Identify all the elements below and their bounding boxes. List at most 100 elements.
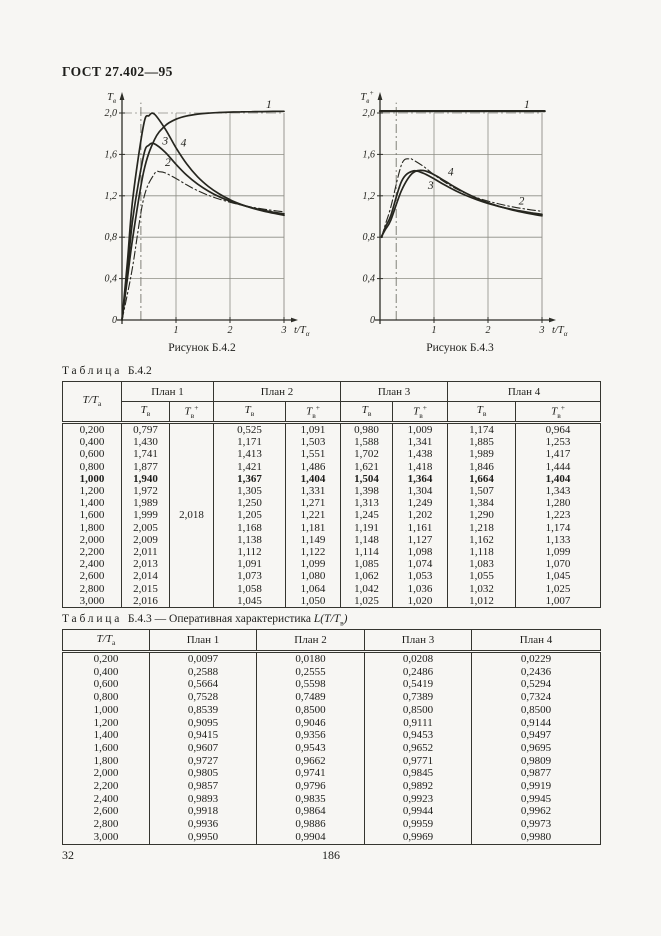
table-cell: 1,080 — [285, 570, 342, 583]
table-cell: 1,280 — [515, 497, 602, 510]
table-cell: 0,9893 — [149, 792, 257, 806]
table-cell: 1,343 — [515, 485, 602, 498]
table-b42-subcol-header: Tв+ — [392, 401, 449, 423]
table-cell: 0,7489 — [256, 691, 365, 704]
table-cell: 1,181 — [285, 521, 342, 534]
svg-text:0: 0 — [112, 315, 117, 326]
table-cell: 0,9892 — [364, 780, 472, 793]
table-cell: 0,200 — [62, 422, 122, 437]
figure-b42-caption: Рисунок Б.4.2 — [168, 342, 236, 354]
table-cell: 0,2555 — [256, 665, 365, 679]
table-cell: 1,305 — [213, 485, 287, 498]
svg-text:0,8: 0,8 — [105, 232, 118, 243]
table-cell: 1,800 — [62, 754, 150, 768]
table-cell: 0,9415 — [149, 729, 257, 742]
table-cell: 1,025 — [515, 582, 602, 595]
table-cell: 0,2436 — [471, 665, 601, 679]
table-cell: 2,800 — [62, 582, 122, 595]
svg-text:2: 2 — [486, 325, 491, 336]
table-cell: 1,404 — [285, 472, 342, 486]
table-cell: 1,621 — [340, 460, 394, 473]
table-b42-subcol-header: Tв — [447, 401, 517, 423]
table-cell: 0,9969 — [364, 830, 472, 845]
table-b43-container: T/Tа План 1 План 2 План 3 План 4 0,200 0,0097 0… — [62, 629, 601, 845]
table-row: 1,400 0,9415 0,9356 0,9453 0,9497 — [62, 729, 601, 742]
table-row: 0,600 0,5664 0,5598 0,5419 0,5294 — [62, 678, 601, 692]
table-cell: 1,007 — [515, 594, 602, 608]
figure-b42: 1 2 3 0 0,4 0,8 1,2 1,6 2,0 Tв t/Tα 1 2 3 4 Рисунок Б.… — [86, 88, 318, 354]
table-b42-subcol-header: Tв+ — [285, 401, 342, 423]
table-cell: 0,9962 — [471, 805, 601, 819]
table-b42: T/Tа План 1 План 2 План 3 План 4 Tв Tв+ Tв Tв+ Tв… — [62, 381, 602, 609]
table-cell: 1,551 — [285, 448, 342, 461]
svg-text:3: 3 — [281, 325, 287, 336]
table-cell: 0,9845 — [364, 767, 472, 781]
table-cell: 1,253 — [515, 436, 602, 449]
table-cell: 1,444 — [515, 460, 602, 473]
table-cell: 1,025 — [340, 594, 394, 608]
table-b42-merged-cell: 2,018 — [168, 422, 215, 608]
table-cell: 0,9771 — [364, 754, 472, 768]
table-cell: 0,0229 — [471, 651, 601, 666]
table-cell: 1,083 — [447, 558, 517, 571]
table-cell: 2,600 — [62, 805, 150, 819]
table-b43-caption-word: Таблица — [62, 613, 123, 625]
table-row: 1,600 1,999 1,205 1,221 1,245 1,202 1,290 1,223 — [62, 509, 602, 522]
svg-text:2: 2 — [228, 325, 233, 336]
table-row: 2,200 0,9857 0,9796 0,9892 0,9919 — [62, 780, 601, 793]
table-cell: 1,205 — [213, 509, 287, 522]
page-number-center: 186 — [322, 848, 340, 862]
table-cell: 1,989 — [121, 497, 170, 510]
table-cell: 1,098 — [392, 546, 449, 559]
table-b43-caption-number: Б.4.3 — [127, 613, 152, 625]
table-cell: 0,9886 — [256, 818, 365, 831]
table-row: 1,400 1,989 1,250 1,271 1,313 1,249 1,384 1,280 — [62, 497, 602, 510]
table-cell: 0,9607 — [149, 741, 257, 755]
table-cell: 0,9662 — [256, 754, 365, 768]
table-cell: 1,304 — [392, 485, 449, 498]
table-cell: 1,313 — [340, 497, 394, 510]
svg-text:1,2: 1,2 — [105, 191, 118, 202]
table-b42-plan-header-4: План 4 — [447, 381, 602, 402]
table-cell: 1,148 — [340, 533, 394, 547]
svg-text:t/Tα: t/Tα — [294, 325, 310, 338]
table-row: 2,400 0,9893 0,9835 0,9923 0,9945 — [62, 792, 601, 806]
table-cell: 0,9741 — [256, 767, 365, 781]
table-cell: 1,588 — [340, 436, 394, 449]
table-cell: 0,9497 — [471, 729, 601, 742]
table-cell: 1,417 — [515, 448, 602, 461]
table-cell: 0,8500 — [256, 703, 365, 717]
table-cell: 2,000 — [62, 767, 150, 781]
table-cell: 1,032 — [447, 582, 517, 595]
svg-text:1,2: 1,2 — [363, 191, 376, 202]
table-cell: 1,085 — [340, 558, 394, 571]
table-cell: 1,099 — [515, 546, 602, 559]
table-cell: 0,9046 — [256, 716, 365, 730]
table-b42-subcol-header: Tв — [340, 401, 394, 423]
table-cell: 0,9945 — [471, 792, 601, 806]
svg-text:Tв+: Tв+ — [360, 89, 374, 105]
figure-b42-plot: 1 2 3 0 0,4 0,8 1,2 1,6 2,0 Tв t/Tα 1 2 3 4 — [105, 92, 310, 338]
table-cell: 1,020 — [392, 594, 449, 608]
table-cell: 1,400 — [62, 729, 150, 742]
table-cell: 0,7324 — [471, 691, 601, 704]
table-cell: 1,162 — [447, 533, 517, 547]
table-b42-plan-header-3: План 3 — [340, 381, 449, 402]
table-cell: 0,800 — [62, 460, 122, 473]
table-b42-subcol-header: Tв — [121, 401, 170, 423]
figure-b43-plot: 1 2 3 0 0,4 0,8 1,2 1,6 2,0 Tв+ t/Tα 1 2 3 4 — [360, 89, 567, 338]
table-cell: 1,161 — [392, 521, 449, 534]
table-cell: 2,009 — [121, 533, 170, 547]
table-cell: 3,000 — [62, 594, 122, 608]
table-b43-plan-header-1: План 1 — [149, 629, 257, 652]
table-cell: 1,398 — [340, 485, 394, 498]
table-cell: 1,062 — [340, 570, 394, 583]
table-cell: 1,418 — [392, 460, 449, 473]
table-cell: 1,050 — [285, 594, 342, 608]
table-cell: 0,9453 — [364, 729, 472, 742]
table-row: 0,400 1,430 1,171 1,503 1,588 1,341 1,885 1,253 — [62, 436, 602, 449]
table-b42-corner-header: T/Tа — [62, 381, 122, 423]
table-cell: 0,9652 — [364, 741, 472, 755]
table-cell: 0,9950 — [149, 830, 257, 845]
